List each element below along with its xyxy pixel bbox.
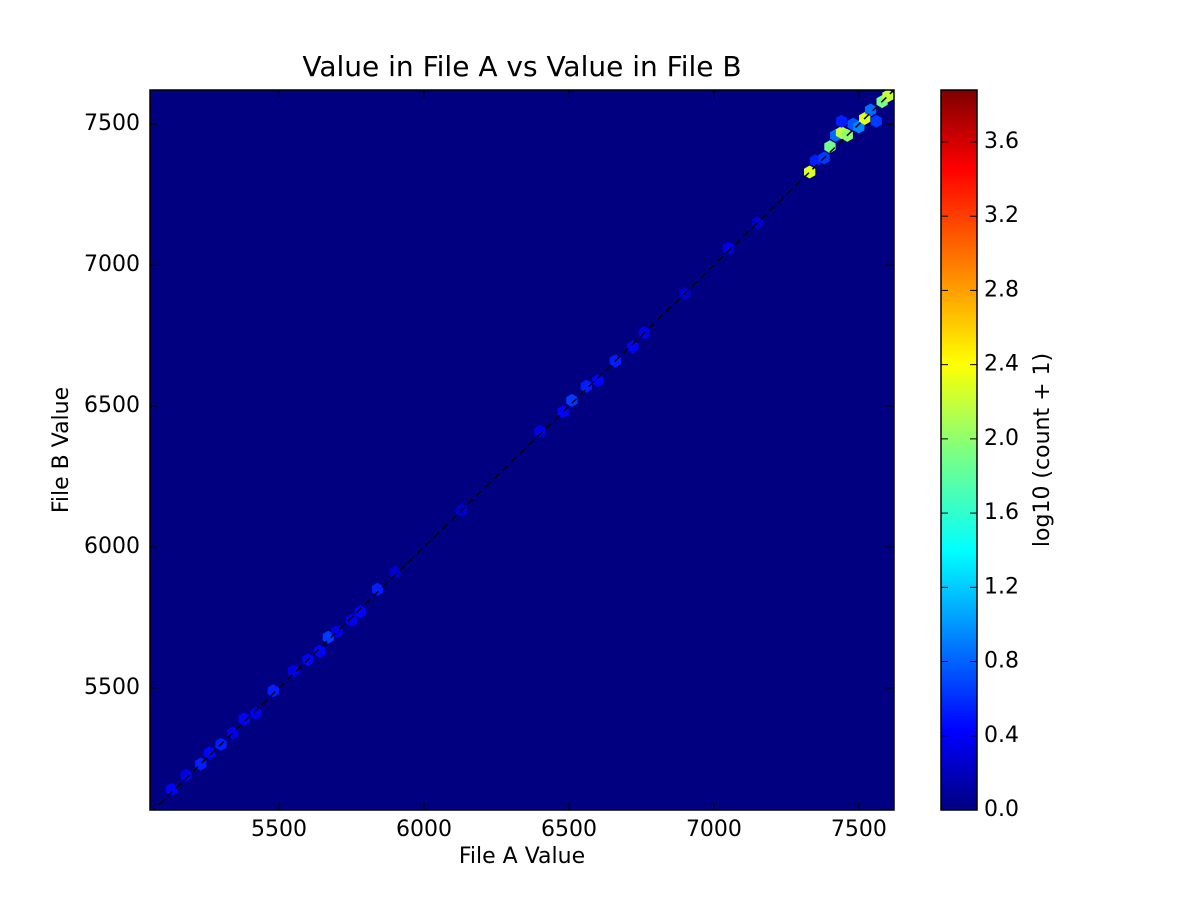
y-tick-label: 6000 [84,534,140,559]
hexbin-cell [835,114,848,128]
chart-title: Value in File A vs Value in File B [302,50,741,83]
hexbin-cell [250,706,262,720]
hexbin-cell [314,644,326,658]
axes: 5500 6000 6500 7000 7500 5500 6000 6500 7000 7500… [84,89,1019,842]
y-axis-label: File B Value [49,387,74,513]
colorbar-tick-label: 0.4 [984,723,1019,748]
x-tick-label: 7500 [831,817,887,842]
colorbar-tick-label: 1.6 [984,500,1019,525]
hexbin-cell [809,154,822,168]
colorbar-tick-label: 2.8 [984,277,1019,302]
colorbar-label: log10 (count + 1) [1030,353,1055,547]
hexbin-cell [345,613,358,627]
colorbar-tick-label: 2.4 [984,352,1019,377]
reference-line [152,90,894,810]
hexbin-cell [566,393,578,407]
plot-frame [149,89,895,811]
y-tick-label: 5500 [84,675,140,700]
x-tick-label: 6000 [396,817,452,842]
colorbar-tick-label: 1.2 [984,574,1019,599]
hexbin-cell [627,340,639,354]
y-tick-label: 7000 [84,252,140,277]
colorbar-tick-label: 3.2 [984,203,1019,228]
x-axis-label: File A Value [459,844,585,869]
hexbin-cell [372,582,384,596]
y-tick-label: 7500 [84,111,140,136]
colorbar-tick-label: 0.0 [984,797,1019,822]
hexbin-cell [238,712,250,726]
hexbin-cell [870,114,882,128]
hexbin-cell [166,782,178,796]
x-tick-label: 5500 [251,817,307,842]
plot-area [150,90,894,810]
colorbar-tick-label: 3.6 [984,129,1019,154]
x-tick-label: 6500 [541,817,597,842]
colorbar-tick-label: 2.0 [984,426,1019,451]
x-tick-label: 7000 [686,817,742,842]
hexbin-cell [267,684,279,698]
hexbin-cell [203,746,216,760]
hexbin-cell [592,374,604,388]
hexbin-cell [354,605,366,619]
y-tick-label: 6500 [84,393,140,418]
colorbar-tick-label: 0.8 [984,649,1019,674]
colorbar [940,89,978,811]
hexbin-cell [534,424,546,438]
hexbin-cell [389,565,401,579]
hexbin-cell [180,768,192,782]
hexbin-cell [722,241,735,255]
hexbin-cell [853,120,865,134]
hexbin-cell [864,103,877,117]
hexbin-cell [580,379,592,393]
hexbin-cell [322,630,334,644]
hexbin-cell [287,664,300,678]
